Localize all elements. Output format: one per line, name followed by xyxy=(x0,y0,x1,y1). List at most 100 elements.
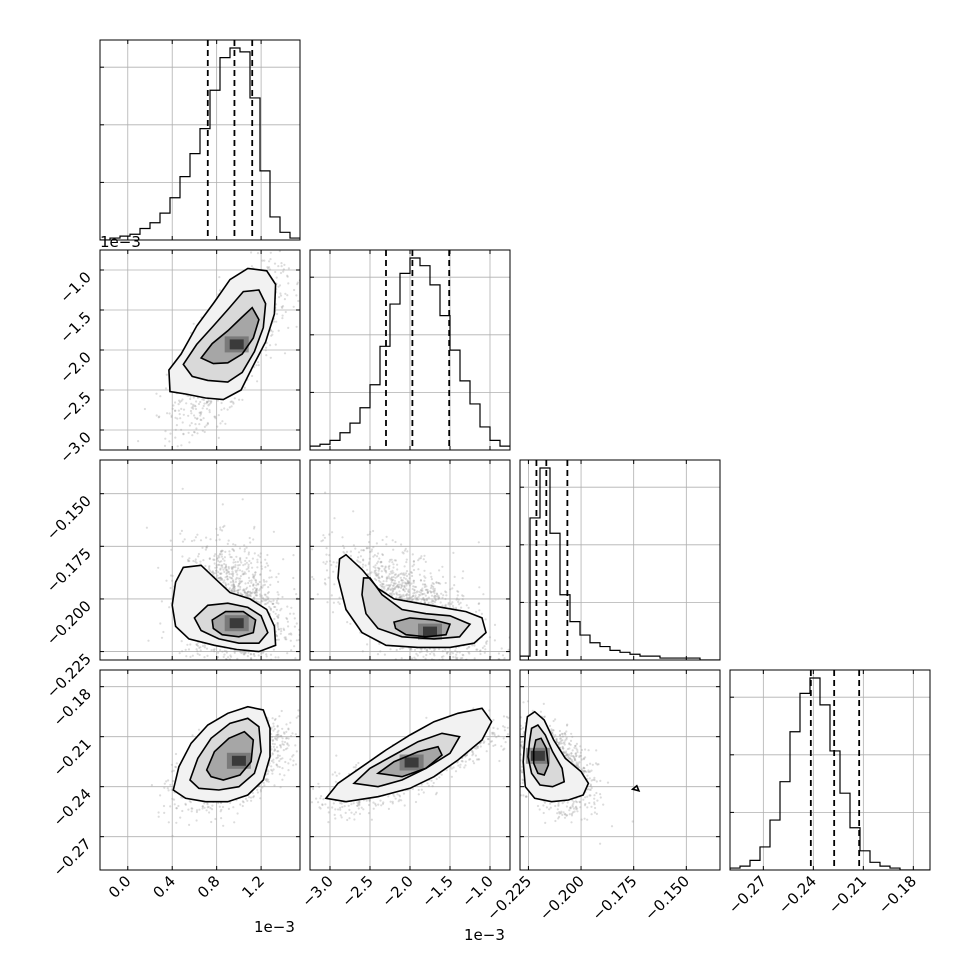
sample-point xyxy=(237,584,240,587)
sample-point xyxy=(165,780,168,783)
sample-point xyxy=(232,558,235,561)
sample-point xyxy=(285,616,288,620)
sample-point xyxy=(155,414,158,417)
sample-point xyxy=(201,407,204,410)
sample-point xyxy=(223,556,226,559)
sample-point xyxy=(171,834,174,838)
histogram-panel-p0 xyxy=(99,39,301,241)
sample-point xyxy=(221,564,224,567)
sample-point xyxy=(250,562,253,565)
sample-point xyxy=(289,721,292,724)
sample-point xyxy=(254,590,257,593)
sample-point xyxy=(174,766,177,769)
sample-point xyxy=(261,600,264,603)
sample-point xyxy=(201,398,204,401)
sample-point xyxy=(272,610,275,613)
sample-point xyxy=(256,566,259,569)
sample-point xyxy=(234,564,237,567)
sample-point xyxy=(263,593,266,596)
sample-point xyxy=(196,650,199,653)
sample-point xyxy=(205,400,209,403)
sample-point xyxy=(286,743,289,746)
sample-point xyxy=(237,567,240,570)
sample-point xyxy=(289,612,292,615)
sample-point xyxy=(273,668,275,670)
scatter-panel-p0-p1 xyxy=(99,249,301,471)
sample-point xyxy=(246,677,248,679)
sample-point xyxy=(137,440,140,443)
sample-point xyxy=(208,557,211,561)
sample-point xyxy=(213,650,216,653)
sample-point xyxy=(214,572,217,575)
sample-point xyxy=(281,778,284,781)
sample-point xyxy=(280,305,283,308)
sample-point xyxy=(199,560,202,563)
sample-point xyxy=(223,653,226,656)
sample-point xyxy=(174,428,177,431)
sample-point xyxy=(273,727,276,731)
sample-point xyxy=(253,592,256,595)
sample-point xyxy=(181,650,184,653)
scatter-panel-p0-p2 xyxy=(99,459,301,697)
sample-point xyxy=(214,553,217,556)
sample-point xyxy=(226,569,229,572)
sample-point xyxy=(220,560,223,563)
sample-point xyxy=(230,400,233,403)
sample-point xyxy=(265,602,268,606)
sample-point xyxy=(241,695,243,697)
sample-point xyxy=(278,715,281,718)
sample-point xyxy=(233,587,236,590)
sample-point xyxy=(185,402,188,405)
sample-point xyxy=(265,779,268,782)
sample-point xyxy=(207,404,210,407)
sample-point xyxy=(194,536,197,539)
histogram-step-p0 xyxy=(100,47,300,240)
sample-point xyxy=(202,559,205,562)
sample-point xyxy=(232,579,235,582)
sample-point xyxy=(187,808,190,811)
sample-point xyxy=(191,807,194,810)
sample-point xyxy=(192,407,195,410)
sample-point xyxy=(238,582,241,585)
sample-point xyxy=(264,558,267,561)
sample-point xyxy=(233,585,236,588)
sample-point xyxy=(246,593,249,596)
panel-frame xyxy=(519,459,721,661)
sample-point xyxy=(296,281,299,284)
contour-line xyxy=(168,267,277,401)
sample-point xyxy=(224,550,227,554)
sample-point xyxy=(190,810,193,813)
sample-point xyxy=(239,581,242,584)
sample-point xyxy=(215,569,218,572)
sample-point xyxy=(173,803,176,806)
sample-point xyxy=(279,786,282,789)
sample-point xyxy=(254,571,257,574)
sample-point xyxy=(259,552,262,555)
sample-point xyxy=(229,400,232,403)
sample-point xyxy=(188,800,191,803)
sample-point xyxy=(242,564,245,567)
sample-point xyxy=(214,566,217,569)
sample-point xyxy=(174,469,176,471)
sample-point xyxy=(248,593,251,596)
sample-point xyxy=(218,805,221,808)
sample-point xyxy=(159,395,162,398)
sample-point xyxy=(220,808,223,811)
sample-point xyxy=(236,591,239,595)
sample-point xyxy=(270,600,273,603)
sample-point xyxy=(218,538,221,541)
sample-point xyxy=(198,411,201,414)
sample-point xyxy=(217,651,220,654)
sample-point xyxy=(253,527,256,530)
sample-point xyxy=(231,589,234,592)
sample-point xyxy=(218,289,222,292)
sample-point xyxy=(256,600,260,604)
sample-point xyxy=(292,554,295,557)
sample-point xyxy=(273,718,276,722)
sample-point xyxy=(219,810,222,813)
sample-point xyxy=(195,643,198,646)
sample-point xyxy=(232,590,235,594)
sample-point xyxy=(195,809,199,812)
sample-point xyxy=(227,583,230,586)
